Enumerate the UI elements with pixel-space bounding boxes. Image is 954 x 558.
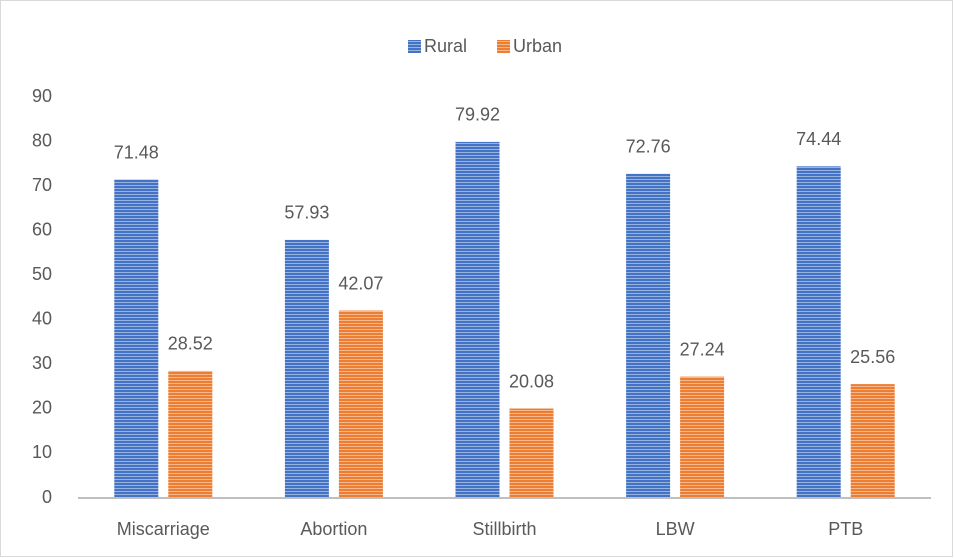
bar bbox=[626, 173, 671, 498]
bar bbox=[284, 239, 329, 499]
data-label: 42.07 bbox=[338, 273, 383, 293]
legend-swatch bbox=[408, 40, 421, 53]
x-tick-label: Stillbirth bbox=[472, 519, 536, 539]
data-label: 20.08 bbox=[509, 371, 554, 391]
y-tick-label: 20 bbox=[32, 398, 52, 418]
legend-swatch bbox=[497, 40, 510, 53]
data-label: 79.92 bbox=[455, 105, 500, 125]
y-tick-label: 30 bbox=[32, 353, 52, 373]
bar bbox=[680, 376, 725, 498]
bar bbox=[509, 408, 554, 498]
x-tick-label: PTB bbox=[828, 519, 863, 539]
bar bbox=[338, 310, 383, 498]
data-label: 71.48 bbox=[114, 142, 159, 162]
bar bbox=[796, 166, 841, 499]
y-tick-label: 0 bbox=[42, 487, 52, 507]
legend-label: Rural bbox=[424, 36, 467, 56]
y-tick-label: 60 bbox=[32, 219, 52, 239]
bar bbox=[168, 370, 213, 498]
y-tick-label: 10 bbox=[32, 442, 52, 462]
bar bbox=[850, 384, 895, 498]
bar bbox=[455, 141, 500, 499]
y-tick-label: 50 bbox=[32, 264, 52, 284]
data-label: 72.76 bbox=[626, 137, 671, 157]
x-tick-label: Miscarriage bbox=[117, 519, 210, 539]
y-tick-label: 90 bbox=[32, 86, 52, 106]
x-tick-label: LBW bbox=[656, 519, 695, 539]
data-label: 27.24 bbox=[680, 339, 725, 359]
y-tick-label: 40 bbox=[32, 309, 52, 329]
data-label: 25.56 bbox=[850, 347, 895, 367]
data-label: 57.93 bbox=[284, 203, 329, 223]
legend-label: Urban bbox=[513, 36, 562, 56]
y-tick-label: 80 bbox=[32, 130, 52, 150]
bar bbox=[114, 179, 159, 498]
data-label: 28.52 bbox=[168, 334, 213, 354]
y-tick-label: 70 bbox=[32, 175, 52, 195]
x-tick-label: Abortion bbox=[300, 519, 367, 539]
data-label: 74.44 bbox=[796, 129, 841, 149]
